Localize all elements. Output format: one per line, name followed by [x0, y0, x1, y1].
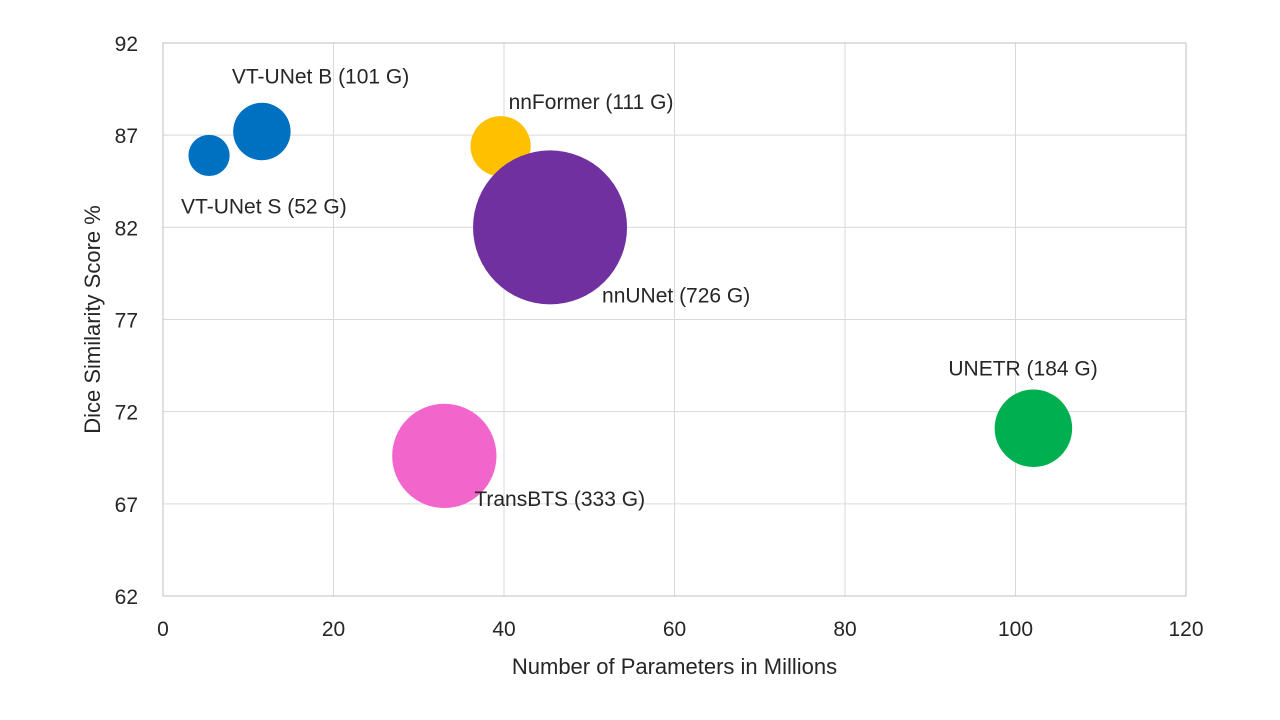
bubble-label: nnUNet (726 G): [602, 284, 750, 307]
y-tick-label: 92: [115, 33, 138, 56]
y-axis-title: Dice Similarity Score %: [80, 205, 105, 434]
bubble-labels: VT-UNet S (52 G) VT-UNet B (101 G) nnForme…: [181, 65, 1098, 510]
y-tick-label: 72: [115, 402, 138, 425]
bubble-label: UNETR (184 G): [948, 357, 1097, 380]
x-tick-label: 100: [998, 618, 1033, 641]
bubble: [994, 389, 1073, 468]
x-tick-label: 80: [833, 618, 856, 641]
x-tick-label: 20: [322, 618, 345, 641]
x-tick-label: 0: [157, 618, 169, 641]
bubble-label: TransBTS (333 G): [474, 488, 645, 511]
bubble-label: nnFormer (111 G): [509, 91, 674, 114]
x-tick-label: 120: [1168, 618, 1203, 641]
bubble-label: VT-UNet B (101 G): [232, 65, 409, 88]
y-tick-labels: 62 67 72 77 82 87 92: [115, 33, 138, 609]
x-axis-title: Number of Parameters in Millions: [512, 654, 837, 679]
bubble: [233, 102, 291, 161]
bubbles: [188, 102, 1073, 509]
y-tick-label: 62: [115, 586, 138, 609]
bubble: [473, 150, 628, 305]
bubble: [392, 403, 497, 509]
x-tick-labels: 0 20 40 60 80 100 120: [157, 618, 1203, 641]
gridlines: [162, 42, 1187, 597]
x-tick-label: 60: [663, 618, 686, 641]
y-tick-label: 82: [115, 217, 138, 240]
y-tick-label: 67: [115, 494, 138, 517]
x-tick-label: 40: [492, 618, 515, 641]
plot-area-frame: [162, 42, 1187, 597]
y-tick-label: 77: [115, 310, 138, 333]
bubble: [188, 134, 230, 177]
bubble-label: VT-UNet S (52 G): [181, 195, 347, 218]
y-tick-label: 87: [115, 125, 138, 148]
